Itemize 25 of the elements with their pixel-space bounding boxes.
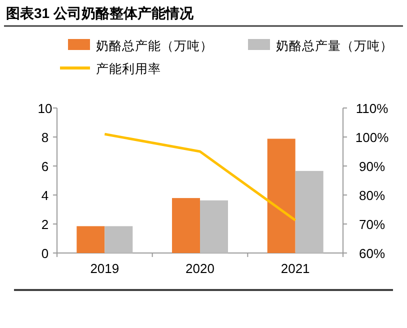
legend-label: 奶酪总产能（万吨） — [96, 39, 213, 53]
y2-tick-label: 80% — [358, 188, 386, 203]
bar — [295, 170, 324, 253]
bar — [104, 226, 133, 253]
y2-tick-label: 90% — [358, 159, 386, 174]
y2-tick-label: 70% — [358, 217, 386, 232]
legend-label: 产能利用率 — [96, 61, 161, 76]
y-tick-label: 2 — [41, 217, 49, 232]
x-tick-label: 2019 — [90, 261, 120, 276]
y2-tick-label: 100% — [355, 130, 390, 145]
y-tick-label: 0 — [41, 246, 49, 261]
bar — [267, 138, 296, 253]
x-tick-label: 2021 — [280, 261, 310, 276]
y2-tick-label: 60% — [358, 246, 386, 261]
chart-title: 图表31 公司奶酪整体产能情况 — [6, 5, 194, 21]
y-tick-label: 10 — [38, 101, 52, 116]
x-tick-label: 2020 — [186, 261, 214, 276]
bar — [76, 226, 105, 253]
legend-label: 奶酪总产量（万吨） — [276, 39, 393, 53]
y2-tick-label: 110% — [356, 101, 389, 116]
y-tick-label: 4 — [41, 188, 49, 203]
bar — [172, 198, 200, 253]
y-tick-label: 8 — [41, 130, 49, 145]
bar — [200, 200, 228, 253]
y-tick-label: 6 — [41, 159, 49, 174]
